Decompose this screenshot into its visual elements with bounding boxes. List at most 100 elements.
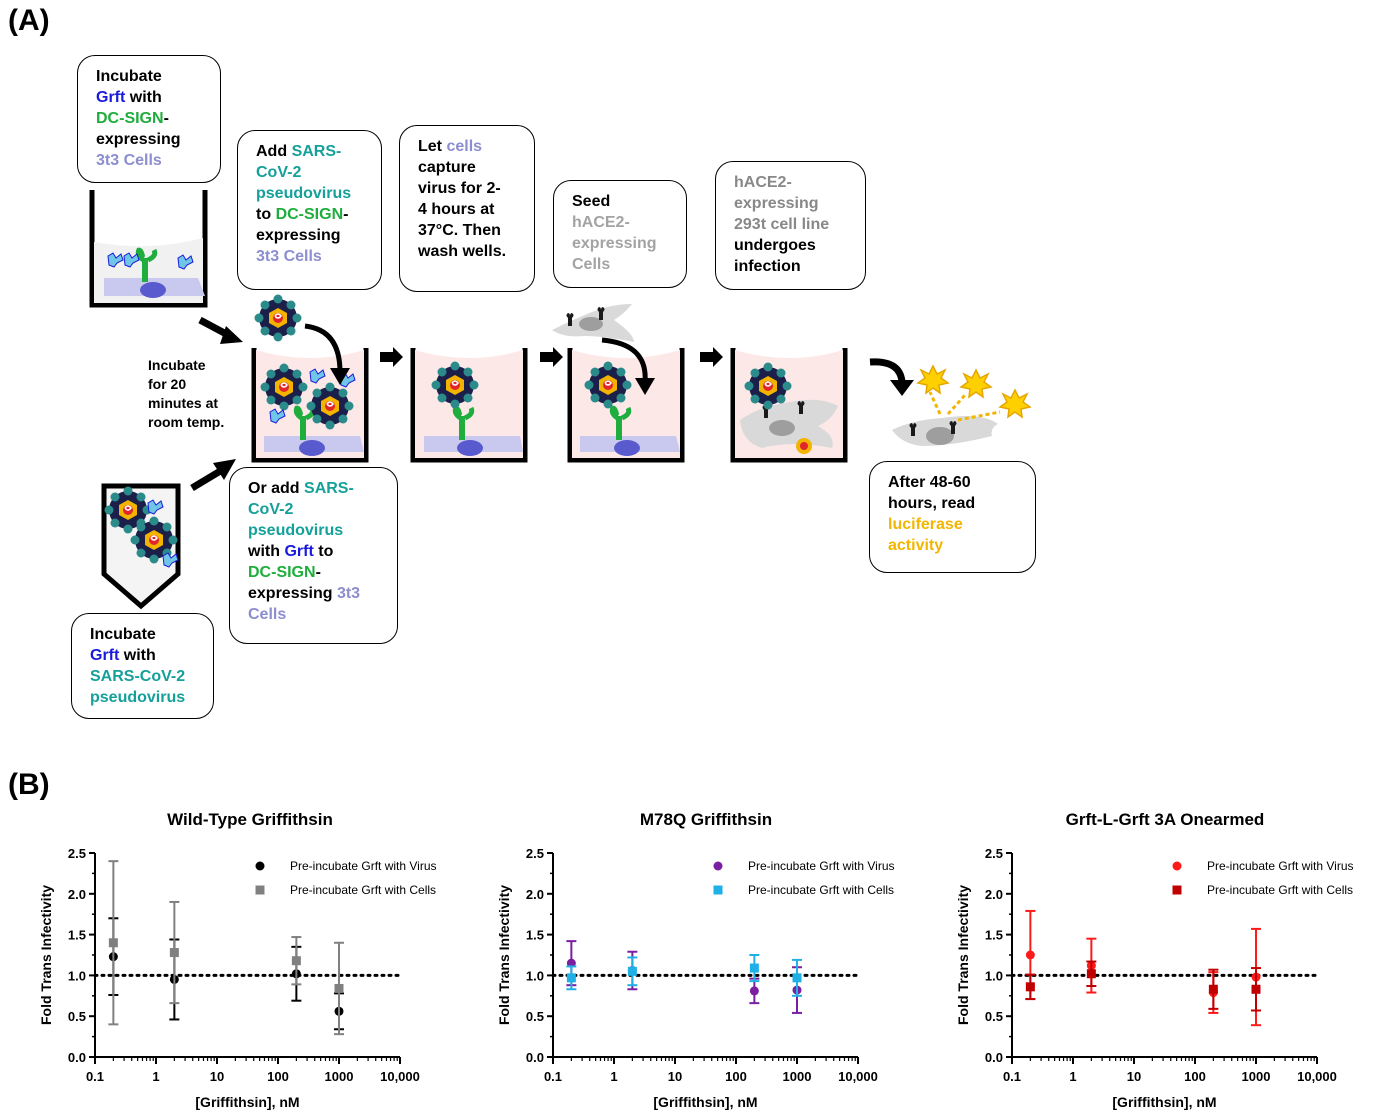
x-axis-label: [Griffithsin], nM <box>195 1094 299 1110</box>
series-cells <box>566 954 802 997</box>
hace2-term: hACE2- <box>734 174 792 191</box>
box8-text: After 48-60 <box>888 474 971 491</box>
box5-text: infection <box>734 258 801 275</box>
x-tick-label: 100 <box>267 1069 289 1084</box>
incubate-note: Incubate for 20 minutes at room temp. <box>148 356 224 432</box>
x-tick-label: 10,000 <box>380 1069 420 1084</box>
note-line: Incubate <box>148 357 206 373</box>
data-point <box>1086 969 1096 979</box>
box6-text: with <box>248 543 280 560</box>
box3-text: 37°C. Then <box>418 222 501 239</box>
legend-marker <box>713 861 723 871</box>
x-tick-label: 100 <box>1184 1069 1206 1084</box>
x-tick-label: 1 <box>152 1069 159 1084</box>
step-readout-box: After 48-60 hours, read luciferase activ… <box>869 461 1036 573</box>
data-point <box>1208 988 1218 998</box>
x-tick-label: 1000 <box>325 1069 354 1084</box>
data-point <box>566 958 576 968</box>
x-axis-label: [Griffithsin], nM <box>653 1094 757 1110</box>
data-point <box>566 973 576 983</box>
workflow-diagram <box>89 190 1031 610</box>
box3-text: capture <box>418 159 476 176</box>
virus-term: pseudovirus <box>256 185 352 202</box>
box3-text: virus for 2- <box>418 180 501 197</box>
panel-b-label: (B) <box>8 768 50 801</box>
x-tick-label: 1000 <box>1242 1069 1271 1084</box>
virus-term: SARS- <box>304 480 354 497</box>
box6-text: to <box>318 543 334 560</box>
chart-title: Wild-Type Griffithsin <box>167 810 333 829</box>
legend-label: Pre-incubate Grft with Virus <box>1207 859 1354 873</box>
y-tick-label: 1.5 <box>985 928 1003 943</box>
box7-text: with <box>123 647 156 664</box>
grft-term: Grft <box>284 543 314 560</box>
luciferase-term: luciferase <box>888 516 963 533</box>
box2-text: to <box>256 206 272 223</box>
y-tick-label: 2.5 <box>526 846 544 861</box>
note-line: room temp. <box>148 414 225 430</box>
box3-text: 4 hours at <box>418 201 495 218</box>
cells-term: cells <box>446 138 483 155</box>
data-point <box>1025 982 1035 992</box>
cells-term: Cells <box>248 606 287 623</box>
box1-text: expressing <box>96 131 181 148</box>
tube-virus-preincubation <box>101 483 181 610</box>
box1-text: with <box>129 89 162 106</box>
data-point <box>291 956 301 966</box>
y-axis-label: Fold Trans Infectivity <box>955 885 971 1025</box>
legend-marker <box>1172 861 1182 871</box>
virus-term: CoV-2 <box>256 164 302 181</box>
step-infection-box: hACE2- expressing 293t cell line undergo… <box>715 161 866 290</box>
legend-label: Pre-incubate Grft with Cells <box>290 883 436 897</box>
hace2-term: 293t cell line <box>734 216 830 233</box>
box7-text: Incubate <box>90 626 156 643</box>
data-point <box>1208 984 1218 994</box>
well-add-virus <box>251 348 369 463</box>
grft-term: Grft <box>96 89 126 106</box>
y-axis-label: Fold Trans Infectivity <box>38 885 54 1025</box>
box2-text: - <box>343 206 349 223</box>
y-tick-label: 1.5 <box>526 928 544 943</box>
x-tick-label: 100 <box>725 1069 747 1084</box>
y-tick-label: 2.0 <box>526 887 544 902</box>
y-tick-label: 0.0 <box>985 1050 1003 1065</box>
virus-term: pseudovirus <box>248 522 344 539</box>
step-alternative-box: Or add SARS- CoV-2 pseudovirus with Grft… <box>229 467 398 644</box>
step-incubate-cells-box: Incubate Grft with DC-SIGN- expressing 3… <box>77 55 221 183</box>
y-axis-label: Fold Trans Infectivity <box>496 885 512 1025</box>
grft-term: Grft <box>90 647 120 664</box>
chart-2: M78Q Griffithsin 0.0 0.5 1.0 1.5 2.0 2.5 0.1 1 10… <box>496 810 895 1110</box>
box6-text: Or add <box>248 480 300 497</box>
y-tick-label: 1.0 <box>985 968 1003 983</box>
x-tick-label: 0.1 <box>86 1069 104 1084</box>
box6-text: - <box>315 564 321 581</box>
chart-1: Wild-Type Griffithsin 0.0 0.5 1.0 1.5 2.0 2.5 0… <box>38 810 437 1110</box>
hace2-term: expressing <box>734 195 819 212</box>
y-tick-label: 2.5 <box>985 846 1003 861</box>
step-seed-box: Seed hACE2- expressing Cells <box>553 180 687 288</box>
luciferase-cell <box>892 365 1031 446</box>
box2-text: expressing <box>256 227 341 244</box>
x-tick-label: 10 <box>668 1069 682 1084</box>
data-point <box>169 974 179 984</box>
series-cells <box>1025 960 1261 1012</box>
legend-label: Pre-incubate Grft with Cells <box>748 883 894 897</box>
note-line: minutes at <box>148 395 219 411</box>
cells-term: 3t3 Cells <box>256 248 322 265</box>
y-tick-label: 2.0 <box>68 887 86 902</box>
virus-term: pseudovirus <box>90 689 186 706</box>
hace2-term: hACE2- <box>572 214 630 231</box>
x-tick-label: 0.1 <box>544 1069 562 1084</box>
data-point <box>749 986 759 996</box>
virus-term: SARS-CoV-2 <box>90 668 186 685</box>
note-line: for 20 <box>148 376 187 392</box>
x-tick-label: 1 <box>610 1069 617 1084</box>
cells-term: 3t3 Cells <box>96 152 162 169</box>
x-tick-label: 0.1 <box>1003 1069 1021 1084</box>
x-tick-label: 10,000 <box>838 1069 878 1084</box>
series-virus <box>1025 909 1261 1027</box>
box2-text: Add <box>256 143 288 160</box>
dcsign-term: DC-SIGN <box>96 110 164 127</box>
x-tick-label: 1000 <box>783 1069 812 1084</box>
series-cells <box>108 860 344 1036</box>
